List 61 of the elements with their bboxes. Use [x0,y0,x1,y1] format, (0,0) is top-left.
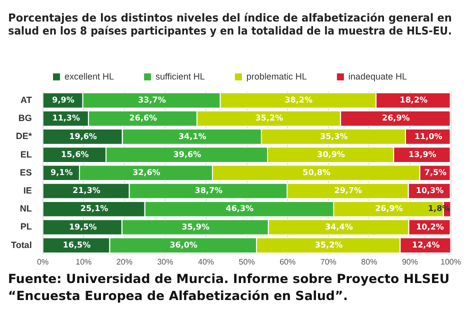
data-label: 32,6% [132,168,160,177]
data-label: 50,8% [302,168,330,177]
data-label: 9,1% [50,168,73,177]
data-label: 35,2% [314,240,343,250]
x-tick-label: 100% [440,257,462,266]
data-label: 12,4% [412,240,440,250]
data-label: 10,2% [416,222,444,232]
data-label: 9,9% [52,96,74,105]
data-label: 11,0% [414,132,442,141]
y-tick-label: AT [20,94,32,105]
data-label: 35,3% [320,132,348,141]
x-tick-label: 10% [76,257,92,266]
data-label: 30,9% [317,150,345,159]
y-tick-label: BG [18,113,32,124]
data-label: 35,9% [182,222,210,232]
x-tick-label: 70% [320,257,336,266]
y-tick-label: DE* [16,131,32,142]
data-label: 34,1% [178,132,206,141]
data-label: 7,5% [424,168,447,177]
data-label: 21,3% [72,186,100,196]
data-label: 18,2% [400,96,428,105]
y-tick-label: NL [20,204,32,214]
x-tick-label: 0% [37,257,49,266]
data-label: 39,6% [173,150,202,159]
y-tick-label: IE [23,185,32,196]
data-label: 16,5% [62,240,91,250]
x-tick-label: 30% [157,257,174,266]
data-label: 33,7% [138,96,166,105]
x-tick-label: 20% [116,257,132,266]
x-tick-label: 90% [402,257,418,266]
data-label: 13,9% [408,150,436,159]
data-label: 19,6% [69,132,97,141]
chart-title: Porcentajes de los distintos niveles del índice de alfabetización general en salud en los 8 países participantes y en la totalidad de la muestra de HLS-EU. [8,11,452,38]
data-label: 34,4% [325,222,353,232]
data-label: 10,3% [416,186,444,196]
data-label: 38,2% [284,96,312,105]
data-label: 26,9% [382,114,410,123]
data-label: 46,3% [226,204,254,214]
x-tick-label: 40% [198,257,214,266]
data-label: 26,9% [375,204,403,214]
data-label: 11,3% [52,114,80,123]
legend-label: excellent HL [64,71,114,82]
y-tick-label: ES [20,167,32,178]
legend-label: problematic HL [246,71,307,82]
legend-label: inadequate HL [348,71,407,82]
legend-label: sufficient HL [156,71,205,82]
data-label: 38,7% [194,186,223,196]
source-note: Fuente: Universidad de Murcia. Informe sobre Proyecto HLSEU “Encuesta Europea de Alfabetización en Salud”. [8,270,451,304]
data-label: 25,1% [80,204,108,214]
y-tick-label: EL [20,149,32,160]
data-label: 26,6% [129,114,158,123]
data-label: 15,6% [61,150,89,159]
y-tick-label: PL [20,222,32,232]
data-label: 35,2% [255,114,284,123]
x-tick-label: 50% [238,257,255,266]
data-label: 29,7% [334,186,362,196]
x-tick-label: 60% [280,257,296,266]
y-tick-label: Total [10,240,32,250]
x-tick-label: 80% [361,257,378,266]
data-label: 19,5% [68,222,97,232]
data-label: 36,0% [170,240,198,250]
